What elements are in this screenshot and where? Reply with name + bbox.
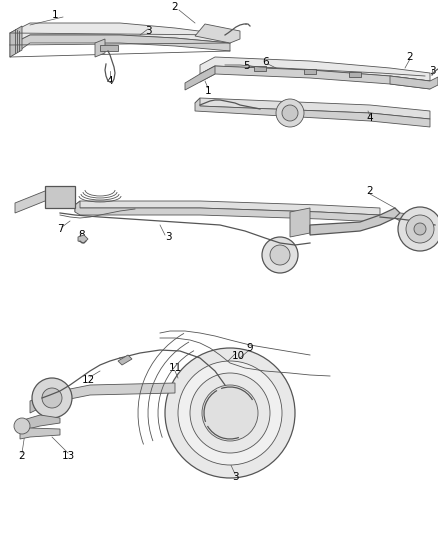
Polygon shape [50, 383, 175, 403]
Polygon shape [200, 66, 430, 89]
Polygon shape [10, 35, 230, 57]
Polygon shape [310, 208, 400, 235]
Bar [304, 69, 316, 74]
Bar [349, 72, 361, 77]
Circle shape [262, 237, 298, 273]
Text: 1: 1 [205, 86, 211, 96]
Text: 2: 2 [367, 186, 373, 196]
Text: 4: 4 [367, 113, 373, 123]
Circle shape [165, 348, 295, 478]
Text: 13: 13 [61, 451, 74, 461]
Circle shape [270, 245, 290, 265]
Text: 10: 10 [231, 351, 244, 361]
Circle shape [282, 105, 298, 121]
Polygon shape [290, 208, 310, 237]
Text: 6: 6 [263, 57, 269, 67]
Polygon shape [78, 235, 88, 243]
Text: 5: 5 [243, 61, 249, 71]
Polygon shape [10, 23, 230, 45]
Polygon shape [15, 191, 65, 213]
Polygon shape [195, 98, 430, 127]
Polygon shape [75, 201, 380, 215]
Text: 3: 3 [232, 472, 238, 482]
Text: 3: 3 [145, 26, 151, 36]
Circle shape [398, 207, 438, 251]
Text: 3: 3 [165, 232, 171, 242]
Polygon shape [185, 66, 215, 90]
Circle shape [14, 418, 30, 434]
Text: 4: 4 [107, 76, 113, 86]
Text: 2: 2 [172, 2, 178, 12]
Polygon shape [75, 201, 380, 222]
Text: 1: 1 [52, 10, 58, 20]
Polygon shape [195, 24, 240, 43]
Polygon shape [95, 39, 105, 57]
Circle shape [190, 373, 270, 453]
Polygon shape [395, 213, 430, 223]
Circle shape [202, 385, 258, 441]
Bar [45, 186, 75, 208]
Text: 2: 2 [19, 451, 25, 461]
Circle shape [414, 223, 426, 235]
Polygon shape [195, 98, 430, 119]
Polygon shape [390, 76, 438, 89]
Text: 3: 3 [429, 66, 435, 76]
Polygon shape [10, 26, 22, 57]
Circle shape [32, 378, 72, 418]
Text: 8: 8 [79, 230, 85, 240]
Polygon shape [20, 428, 60, 439]
Text: 7: 7 [57, 224, 64, 234]
Circle shape [406, 215, 434, 243]
Polygon shape [30, 393, 50, 413]
Polygon shape [200, 57, 430, 81]
Bar [254, 66, 266, 71]
Circle shape [276, 99, 304, 127]
Circle shape [42, 388, 62, 408]
Polygon shape [118, 355, 132, 365]
Polygon shape [20, 415, 60, 431]
Text: 11: 11 [168, 363, 182, 373]
Circle shape [178, 361, 282, 465]
Bar [100, 45, 118, 51]
Text: 2: 2 [407, 52, 413, 62]
Text: 12: 12 [81, 375, 95, 385]
Text: 9: 9 [247, 343, 253, 353]
